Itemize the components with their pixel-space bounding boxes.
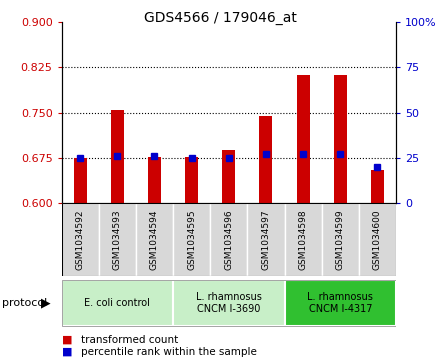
Text: GSM1034597: GSM1034597 xyxy=(261,209,271,270)
Bar xyxy=(62,203,99,276)
Text: GSM1034595: GSM1034595 xyxy=(187,209,196,270)
Bar xyxy=(210,203,247,276)
Bar xyxy=(148,157,161,203)
Bar xyxy=(371,170,384,203)
Bar xyxy=(73,158,87,203)
Text: ■: ■ xyxy=(62,335,72,345)
Text: L. rhamnosus
CNCM I-4317: L. rhamnosus CNCM I-4317 xyxy=(307,292,373,314)
Text: GSM1034596: GSM1034596 xyxy=(224,209,233,270)
Bar xyxy=(99,203,136,276)
Bar xyxy=(260,115,272,203)
Bar xyxy=(334,75,347,203)
Bar xyxy=(173,281,285,326)
Text: protocol: protocol xyxy=(2,298,48,308)
Text: GSM1034600: GSM1034600 xyxy=(373,209,382,270)
Text: GSM1034594: GSM1034594 xyxy=(150,209,159,270)
Bar xyxy=(111,110,124,203)
Bar xyxy=(185,157,198,203)
Bar xyxy=(285,203,322,276)
Bar xyxy=(247,203,285,276)
Text: GSM1034593: GSM1034593 xyxy=(113,209,122,270)
Text: L. rhamnosus
CNCM I-3690: L. rhamnosus CNCM I-3690 xyxy=(196,292,262,314)
Bar xyxy=(285,281,396,326)
Bar xyxy=(322,203,359,276)
Bar xyxy=(359,203,396,276)
Text: ▶: ▶ xyxy=(41,297,51,310)
Bar xyxy=(297,75,310,203)
Bar xyxy=(222,150,235,203)
Bar xyxy=(136,203,173,276)
Text: GSM1034592: GSM1034592 xyxy=(76,209,84,270)
Text: transformed count: transformed count xyxy=(81,335,179,345)
Text: percentile rank within the sample: percentile rank within the sample xyxy=(81,347,257,357)
Text: GDS4566 / 179046_at: GDS4566 / 179046_at xyxy=(143,11,297,25)
Text: GSM1034599: GSM1034599 xyxy=(336,209,345,270)
Bar xyxy=(62,281,173,326)
Text: GSM1034598: GSM1034598 xyxy=(299,209,308,270)
Bar xyxy=(173,203,210,276)
Text: E. coli control: E. coli control xyxy=(84,298,150,308)
Text: ■: ■ xyxy=(62,347,72,357)
